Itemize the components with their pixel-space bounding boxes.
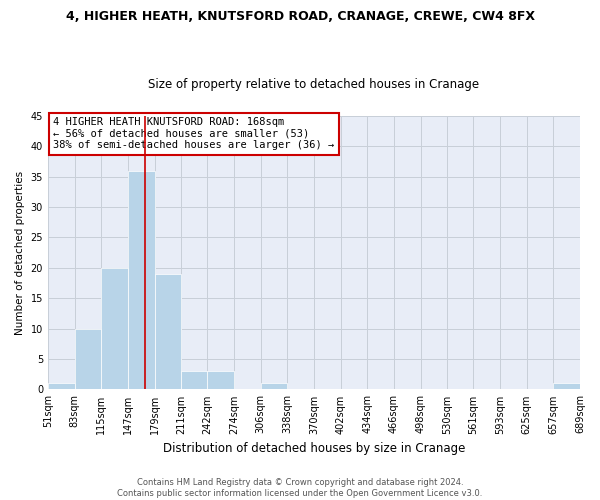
Text: 4, HIGHER HEATH, KNUTSFORD ROAD, CRANAGE, CREWE, CW4 8FX: 4, HIGHER HEATH, KNUTSFORD ROAD, CRANAGE… <box>65 10 535 23</box>
Bar <box>128 170 155 390</box>
Bar <box>101 268 128 390</box>
Bar <box>207 371 234 390</box>
Text: 4 HIGHER HEATH KNUTSFORD ROAD: 168sqm
← 56% of detached houses are smaller (53)
: 4 HIGHER HEATH KNUTSFORD ROAD: 168sqm ← … <box>53 117 334 150</box>
Bar <box>181 371 207 390</box>
Bar <box>260 384 287 390</box>
Title: Size of property relative to detached houses in Cranage: Size of property relative to detached ho… <box>148 78 479 91</box>
Text: Contains HM Land Registry data © Crown copyright and database right 2024.
Contai: Contains HM Land Registry data © Crown c… <box>118 478 482 498</box>
Bar <box>74 328 101 390</box>
Bar <box>553 384 580 390</box>
X-axis label: Distribution of detached houses by size in Cranage: Distribution of detached houses by size … <box>163 442 465 455</box>
Bar <box>155 274 181 390</box>
Bar <box>48 384 74 390</box>
Y-axis label: Number of detached properties: Number of detached properties <box>15 170 25 334</box>
